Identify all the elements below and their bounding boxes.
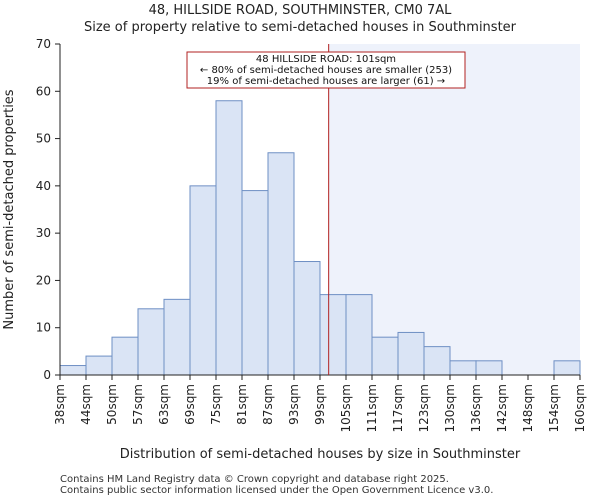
bar-75sqm: [215, 100, 243, 376]
x-tick-label: 130sqm: [443, 384, 457, 432]
y-tick-label: 40: [36, 179, 51, 193]
bar-136sqm: [475, 360, 503, 376]
y-tick-label: 50: [36, 132, 51, 146]
bar-87sqm: [267, 152, 295, 376]
bar-154sqm: [553, 360, 581, 376]
footer-licence: Contains public sector information licen…: [60, 485, 494, 496]
chart-subtitle: Size of property relative to semi-detach…: [83, 20, 517, 35]
x-axis-title: Distribution of semi-detached houses by …: [120, 447, 521, 462]
bar-130sqm: [449, 360, 477, 376]
x-tick-label: 142sqm: [495, 384, 509, 432]
y-tick-label: 0: [43, 368, 51, 382]
bar-117sqm: [397, 331, 425, 376]
bar-123sqm: [423, 346, 451, 376]
bar-69sqm: [189, 185, 217, 376]
y-tick-label: 70: [36, 37, 51, 51]
bar-57sqm: [137, 308, 165, 376]
bar-81sqm: [241, 190, 269, 376]
x-tick-label: 123sqm: [417, 384, 431, 432]
annotation-line-1: 48 HILLSIDE ROAD: 101sqm: [256, 54, 396, 65]
y-tick-label: 10: [36, 321, 51, 335]
bar-50sqm: [111, 336, 139, 376]
y-axis-title: Number of semi-detached properties: [2, 89, 17, 329]
footer-copyright: Contains HM Land Registry data © Crown c…: [60, 474, 449, 485]
y-tick-label: 60: [36, 84, 51, 98]
x-tick-label: 69sqm: [183, 384, 197, 425]
bar-99sqm: [319, 294, 347, 376]
annotation-line-2: ← 80% of semi-detached houses are smalle…: [200, 65, 452, 76]
y-tick-label: 20: [36, 273, 51, 287]
x-tick-label: 105sqm: [339, 384, 353, 432]
x-tick-label: 44sqm: [79, 384, 93, 425]
bar-93sqm: [293, 261, 321, 376]
bar-44sqm: [85, 355, 113, 376]
x-tick-label: 93sqm: [287, 384, 301, 425]
x-tick-label: 99sqm: [313, 384, 327, 425]
x-tick-label: 136sqm: [469, 384, 483, 432]
x-tick-label: 148sqm: [521, 384, 535, 432]
bar-105sqm: [345, 294, 373, 376]
bar-63sqm: [163, 298, 191, 376]
bar-111sqm: [371, 336, 399, 376]
y-tick-label: 30: [36, 226, 51, 240]
x-tick-label: 111sqm: [365, 384, 379, 432]
x-tick-label: 57sqm: [131, 384, 145, 425]
x-tick-label: 154sqm: [547, 384, 561, 432]
x-tick-label: 63sqm: [157, 384, 171, 425]
annotation-box: [186, 51, 466, 89]
x-tick-label: 50sqm: [105, 384, 119, 425]
annotation-line-3: 19% of semi-detached houses are larger (…: [207, 76, 445, 87]
x-tick-label: 117sqm: [391, 384, 405, 432]
bar-38sqm: [59, 365, 87, 376]
x-tick-label: 38sqm: [53, 384, 67, 425]
x-tick-label: 75sqm: [209, 384, 223, 425]
x-tick-label: 81sqm: [235, 384, 249, 425]
x-tick-label: 160sqm: [573, 384, 587, 432]
chart-title: 48, HILLSIDE ROAD, SOUTHMINSTER, CM0 7AL: [148, 3, 452, 18]
x-tick-label: 87sqm: [261, 384, 275, 425]
